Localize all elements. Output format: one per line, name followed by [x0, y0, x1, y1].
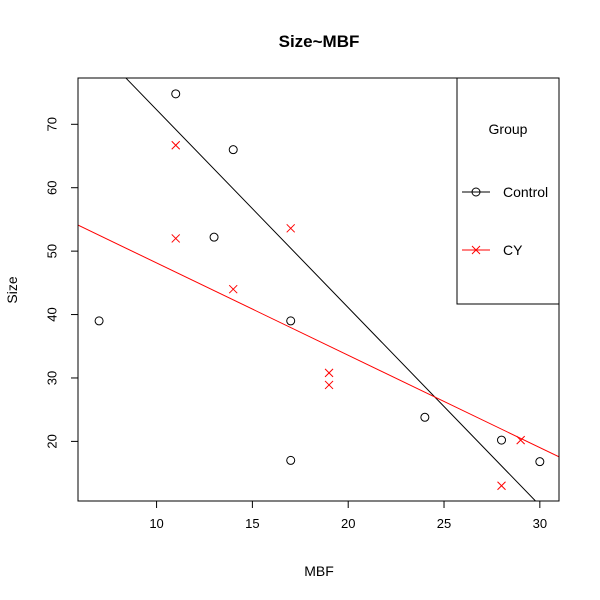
- data-point-control: [420, 412, 430, 422]
- x-axis-label: MBF: [304, 563, 334, 579]
- y-tick-label: 50: [45, 244, 60, 258]
- y-axis-ticks: 20 30 40 50 60 70: [45, 117, 78, 449]
- y-tick-label: 40: [45, 307, 60, 321]
- data-point-cy: [516, 435, 526, 445]
- x-tick-label: 20: [341, 516, 355, 531]
- data-point-control: [171, 89, 181, 99]
- data-point-control: [94, 316, 104, 326]
- x-tick-label: 10: [149, 516, 163, 531]
- legend-marker: [471, 187, 481, 197]
- legend-title: Group: [489, 121, 528, 137]
- data-point-cy: [324, 380, 334, 390]
- x-tick-label: 30: [533, 516, 547, 531]
- fit-lines: [78, 78, 559, 501]
- data-point-cy: [286, 223, 296, 233]
- y-tick-label: 30: [45, 371, 60, 385]
- fit-line-cy: [78, 224, 559, 458]
- y-tick-label: 20: [45, 434, 60, 448]
- data-point-cy: [228, 284, 238, 294]
- fit-line-control: [125, 78, 537, 501]
- legend-marker: [471, 245, 481, 255]
- data-point-cy: [324, 368, 334, 378]
- legend-entries: Control CY: [462, 184, 548, 258]
- legend: Group Control CY: [456, 77, 560, 305]
- legend-label: Control: [503, 184, 548, 200]
- data-point-control: [286, 316, 296, 326]
- x-tick-label: 25: [437, 516, 451, 531]
- data-point-control: [286, 455, 296, 465]
- data-point-control: [497, 435, 507, 445]
- data-point-control: [228, 145, 238, 155]
- data-point-control: [535, 457, 545, 467]
- legend-box: [456, 77, 560, 305]
- data-point-cy: [171, 140, 181, 150]
- y-axis-label: Size: [4, 276, 20, 303]
- legend-entry-control: Control: [462, 184, 548, 200]
- y-tick-label: 70: [45, 117, 60, 131]
- legend-label: CY: [503, 242, 523, 258]
- y-tick-label: 60: [45, 180, 60, 194]
- data-points: [94, 89, 545, 491]
- chart-title: Size~MBF: [279, 32, 360, 51]
- data-point-control: [209, 232, 219, 242]
- x-tick-label: 15: [245, 516, 259, 531]
- legend-entry-cy: CY: [462, 242, 523, 258]
- data-point-cy: [497, 481, 506, 491]
- x-axis-ticks: 10 15 20 25 30: [149, 501, 547, 531]
- data-point-cy: [171, 234, 181, 243]
